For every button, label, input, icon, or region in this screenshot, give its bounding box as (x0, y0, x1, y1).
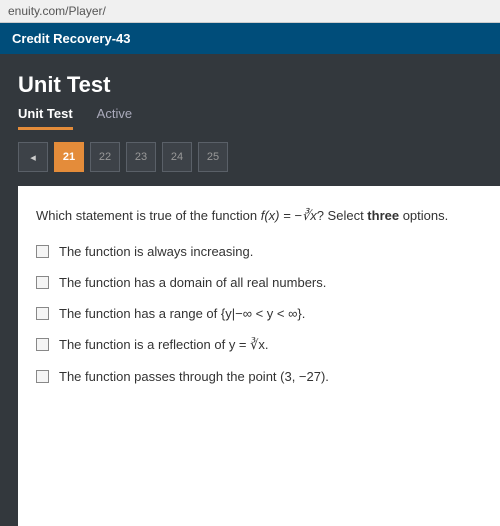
option-row-2[interactable]: The function has a domain of all real nu… (36, 275, 482, 290)
content-area: Unit Test Unit Test Active ◂ 21 22 23 24… (0, 54, 500, 526)
option-row-5[interactable]: The function passes through the point (3… (36, 369, 482, 384)
tab-unit-test[interactable]: Unit Test (18, 106, 73, 130)
tab-bar: Unit Test Active (18, 106, 500, 130)
option-row-1[interactable]: The function is always increasing. (36, 244, 482, 259)
nav-question-22[interactable]: 22 (90, 142, 120, 172)
checkbox-1[interactable] (36, 245, 49, 258)
checkbox-2[interactable] (36, 276, 49, 289)
checkbox-4[interactable] (36, 338, 49, 351)
option-text-3: The function has a range of {y|−∞ < y < … (59, 306, 305, 321)
question-nav: ◂ 21 22 23 24 25 (18, 142, 500, 172)
question-prompt: Which statement is true of the function … (36, 206, 482, 226)
question-panel: Which statement is true of the function … (18, 186, 500, 526)
option-row-3[interactable]: The function has a range of {y|−∞ < y < … (36, 306, 482, 321)
page-title: Unit Test (18, 72, 500, 98)
nav-question-25[interactable]: 25 (198, 142, 228, 172)
course-header: Credit Recovery-43 (0, 23, 500, 54)
option-text-2: The function has a domain of all real nu… (59, 275, 326, 290)
option-text-4: The function is a reflection of y = ∛x. (59, 337, 269, 353)
nav-question-24[interactable]: 24 (162, 142, 192, 172)
checkbox-3[interactable] (36, 307, 49, 320)
math-expression: f(x) = −∛x (261, 208, 317, 223)
nav-question-23[interactable]: 23 (126, 142, 156, 172)
url-text: enuity.com/Player/ (8, 4, 106, 18)
browser-url-bar: enuity.com/Player/ (0, 0, 500, 23)
tab-active[interactable]: Active (97, 106, 132, 130)
nav-prev-button[interactable]: ◂ (18, 142, 48, 172)
checkbox-5[interactable] (36, 370, 49, 383)
nav-question-21[interactable]: 21 (54, 142, 84, 172)
option-row-4[interactable]: The function is a reflection of y = ∛x. (36, 337, 482, 353)
course-title: Credit Recovery-43 (12, 31, 131, 46)
option-text-5: The function passes through the point (3… (59, 369, 329, 384)
chevron-left-icon: ◂ (30, 151, 36, 164)
option-text-1: The function is always increasing. (59, 244, 253, 259)
